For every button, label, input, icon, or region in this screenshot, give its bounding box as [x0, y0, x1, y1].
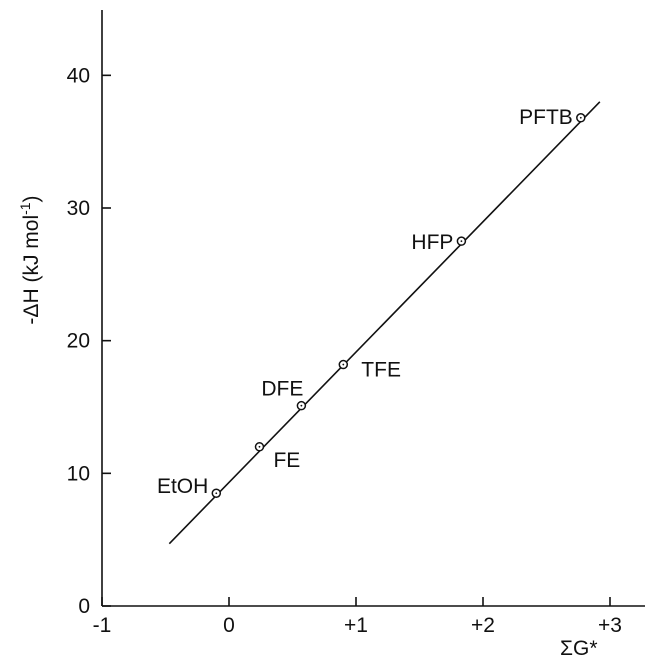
x-tick-label: 0 — [223, 614, 235, 637]
y-axis-title-close: ) — [20, 195, 43, 202]
point-label: EtOH — [157, 475, 208, 498]
y-tick-label: 30 — [67, 197, 90, 220]
point-label: HFP — [411, 231, 453, 254]
y-ticks: 0 10 20 30 40 — [67, 64, 111, 618]
data-point-center — [215, 492, 218, 495]
x-tick-label: +3 — [598, 614, 622, 637]
data-point-center — [342, 363, 345, 366]
y-tick-label: 20 — [67, 330, 90, 353]
x-tick-label: -1 — [93, 614, 112, 637]
data-point-center — [579, 116, 582, 119]
point-label: FE — [273, 449, 300, 472]
x-axis-title: ΣG* — [560, 637, 598, 660]
x-ticks: -1 0 +1 +2 +3 — [93, 597, 622, 637]
point-label: PFTB — [519, 106, 573, 129]
y-tick-label: 0 — [78, 595, 90, 618]
data-point-center — [300, 404, 303, 407]
point-label: TFE — [361, 359, 401, 382]
x-tick-label: +2 — [471, 614, 495, 637]
point-label: DFE — [261, 378, 303, 401]
fit-line-group — [168, 101, 601, 545]
data-point-center — [460, 240, 463, 243]
x-tick-label: +1 — [344, 614, 368, 637]
y-tick-label: 40 — [67, 64, 90, 87]
y-axis-title-main: -ΔH (kJ mol — [20, 215, 43, 325]
data-point-center — [258, 445, 261, 448]
y-axis-title-superscript: -1 — [17, 202, 33, 215]
y-tick-label: 10 — [67, 462, 90, 485]
data-points: EtOH FE DFE TFE HFP PFTB — [157, 106, 586, 498]
y-axis-title: -ΔH (kJ mol-1) — [17, 195, 43, 324]
fit-line — [168, 101, 601, 545]
